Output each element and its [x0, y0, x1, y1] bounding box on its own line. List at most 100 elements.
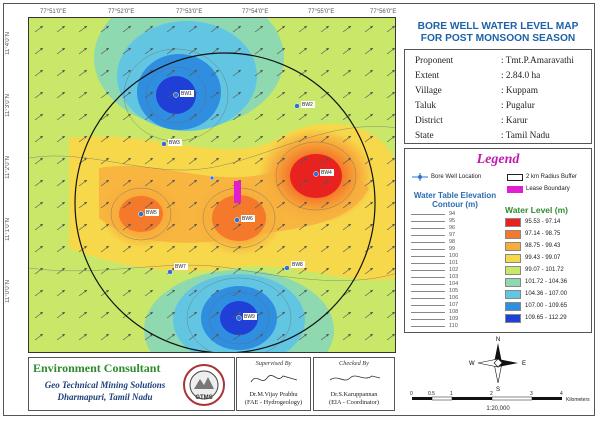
consultant-name: Geo Technical Mining Solutions	[44, 380, 166, 390]
water-level-swatch	[505, 218, 521, 227]
water-level-label: 98.75 - 99.43	[525, 243, 561, 249]
bore-well-marker[interactable]	[209, 175, 215, 181]
svg-text:BW1: BW1	[181, 91, 192, 97]
signature-icon	[250, 375, 298, 383]
bore-well-marker[interactable]: BW7	[167, 263, 189, 275]
svg-text:W: W	[469, 361, 475, 367]
contour-label: 94	[449, 211, 456, 217]
info-row: Proponent: Tmt.P.Amaravathi	[415, 56, 574, 66]
contour-line-swatch	[411, 228, 445, 229]
svg-text:N: N	[496, 337, 500, 343]
water-level-swatch	[505, 266, 521, 275]
contour-label: 96	[449, 225, 456, 231]
consultant-title: Environment Consultant	[33, 361, 161, 375]
legend-panel: Legend Bore Well Location 2 km Radius Bu…	[404, 148, 592, 333]
info-row: Village: Kuppam	[415, 86, 538, 96]
contour-label: 98	[449, 239, 456, 245]
consultant-location: Dharmapuri, Tamil Nadu	[57, 392, 153, 402]
contour-line-swatch	[411, 242, 445, 243]
bore-well-marker[interactable]: BW2	[294, 101, 316, 109]
contour-line-swatch	[411, 263, 445, 264]
top-tick: 77°56'0"E	[370, 9, 397, 15]
prepared-by-box: Supervised By Dr.M.Vijay Prabhu (FAE - Hy…	[236, 357, 311, 411]
bore-well-marker[interactable]: BW8	[284, 261, 306, 271]
contour-line-swatch	[411, 221, 445, 222]
info-row: State: Tamil Nadu	[415, 131, 550, 141]
contour-line-swatch	[411, 214, 445, 215]
contour-label: 101	[449, 260, 459, 266]
contour-line-swatch	[411, 270, 445, 271]
bore-well-marker[interactable]: BW1	[173, 90, 195, 98]
bore-well-marker[interactable]: BW5	[138, 209, 160, 217]
svg-text:BW7: BW7	[175, 264, 186, 270]
contour-line-swatch	[411, 312, 445, 313]
contour-line-swatch	[411, 249, 445, 250]
svg-text:BW2: BW2	[302, 102, 313, 108]
contour-line-swatch	[411, 235, 445, 236]
svg-text:BW9: BW9	[244, 314, 255, 320]
project-info-table: Proponent: Tmt.P.Amaravathi Extent: 2.84…	[404, 49, 592, 144]
svg-text:BW5: BW5	[146, 210, 157, 216]
water-level-label: 99.07 - 101.72	[525, 267, 564, 273]
contour-label: 99	[449, 246, 456, 252]
contour-label: 107	[449, 302, 459, 308]
water-level-title: Water Level (m)	[505, 205, 568, 215]
north-arrow-icon: N S E W 0 0.5 1 2 3 4 Kilometers 1:20,00…	[410, 337, 590, 412]
lease-label: Lease Boundary	[526, 186, 570, 192]
contour-line-swatch	[411, 284, 445, 285]
left-tick: 11°3'0"N	[5, 94, 11, 117]
water-level-swatch	[505, 278, 521, 287]
buffer-label: 2 km Radius Buffer	[526, 174, 577, 180]
bore-well-marker[interactable]: BW4	[313, 169, 335, 177]
scale-bar: 0 0.5 1 2 3 4 Kilometers 1:20,000	[410, 391, 590, 412]
water-level-swatch	[505, 290, 521, 299]
contour-label: 104	[449, 281, 459, 287]
svg-text:S: S	[496, 387, 500, 393]
bore-well-marker[interactable]: BW3	[161, 139, 183, 147]
info-row: Extent: 2.84.0 ha	[415, 71, 541, 81]
water-level-map[interactable]: BW1 BW2 BW3 BW4 BW5 BW6 BW7 BW8 BW9	[28, 17, 396, 353]
water-level-swatch	[505, 242, 521, 251]
bore-well-marker[interactable]: BW9	[236, 313, 258, 321]
contour-label: 102	[449, 267, 459, 273]
lease-swatch	[507, 186, 523, 193]
water-level-label: 101.72 - 104.36	[525, 279, 568, 285]
water-level-label: 107.00 - 109.65	[525, 303, 568, 309]
gtms-logo-icon: GTMS	[183, 364, 225, 406]
svg-text:0: 0	[410, 391, 413, 397]
scale-and-north: N S E W 0 0.5 1 2 3 4 Kilometers 1:20,00…	[404, 335, 592, 413]
contour-line-swatch	[411, 319, 445, 320]
checked-by-box: Checked By Dr.S.Karuppannan (EIA - Coordi…	[313, 357, 395, 411]
contour-label: 103	[449, 274, 459, 280]
water-level-swatch	[505, 254, 521, 263]
map-title: BORE WELL WATER LEVEL MAP FOR POST MONSO…	[405, 21, 591, 45]
svg-text:E: E	[522, 361, 526, 367]
bore-well-label: Bore Well Location	[431, 174, 482, 180]
svg-text:3: 3	[530, 391, 533, 397]
contour-caption: Water Table Elevation Contour (m)	[413, 191, 497, 209]
svg-text:Kilometers: Kilometers	[566, 397, 590, 403]
water-level-label: 95.53 - 97.14	[525, 219, 561, 225]
water-level-swatch	[505, 314, 521, 323]
top-tick: 77°51'0"E	[40, 9, 67, 15]
water-level-swatch	[505, 302, 521, 311]
contour-label: 106	[449, 295, 459, 301]
title-line-1: BORE WELL WATER LEVEL MAP	[417, 21, 579, 32]
bore-well-icon	[412, 173, 428, 181]
info-row: Taluk: Pugalur	[415, 101, 535, 111]
svg-text:4: 4	[560, 391, 563, 397]
left-tick: 11°4'0"N	[5, 32, 11, 55]
bore-well-marker[interactable]: BW6	[234, 215, 256, 223]
contour-label: 109	[449, 316, 459, 322]
contour-line-swatch	[411, 277, 445, 278]
lease-boundary[interactable]	[234, 181, 241, 203]
info-row: District: Karur	[415, 116, 528, 126]
contour-label: 100	[449, 253, 459, 259]
contour-line-swatch	[411, 298, 445, 299]
legend-title: Legend	[476, 152, 520, 167]
water-level-label: 99.43 - 99.07	[525, 255, 561, 261]
svg-text:1: 1	[450, 391, 453, 397]
consultant-box: Environment Consultant Geo Technical Min…	[28, 357, 235, 411]
top-tick: 77°52'0"E	[108, 9, 135, 15]
left-tick: 11°2'0"N	[5, 156, 11, 179]
